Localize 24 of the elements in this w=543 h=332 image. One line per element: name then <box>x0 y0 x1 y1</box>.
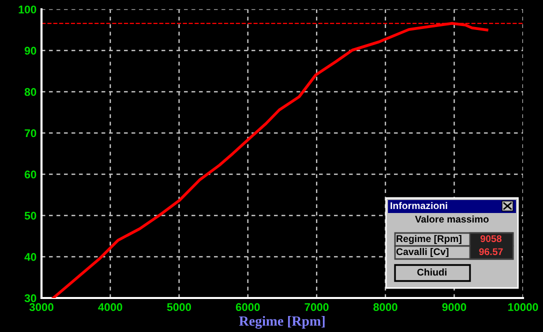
annotation: Cavalli [Cv] <box>396 248 448 258</box>
y-tick-label: 70 <box>24 129 36 138</box>
annotation: 96.57 <box>479 248 503 256</box>
y-tick-label: 90 <box>24 46 36 55</box>
x-tick-label: 10000 <box>508 303 538 312</box>
x-tick-label: 4000 <box>98 303 122 312</box>
x-axis-title: Regime [Rpm] <box>239 316 325 329</box>
annotation: Regime [Rpm] <box>396 234 462 244</box>
y-tick-label: 50 <box>24 212 36 220</box>
x-tick-label: 5000 <box>167 303 191 312</box>
annotation: Valore massimo <box>415 215 489 223</box>
y-tick-label: 60 <box>24 170 36 178</box>
x-tick-label: 8000 <box>373 303 398 312</box>
x-tick-label: 9000 <box>442 303 466 312</box>
y-tick-label: 80 <box>24 88 36 96</box>
x-tick-label: 3000 <box>29 303 54 312</box>
y-tick-label: 40 <box>24 253 36 261</box>
annotation: 9058 <box>480 235 502 242</box>
x-tick-label: 7000 <box>304 303 329 312</box>
annotation: Chiudi <box>417 268 446 276</box>
annotation: Informazioni <box>390 202 448 210</box>
y-tick-label: 100 <box>18 6 36 14</box>
y-tick-label: 30 <box>24 294 36 302</box>
x-tick-label: 6000 <box>236 303 260 312</box>
